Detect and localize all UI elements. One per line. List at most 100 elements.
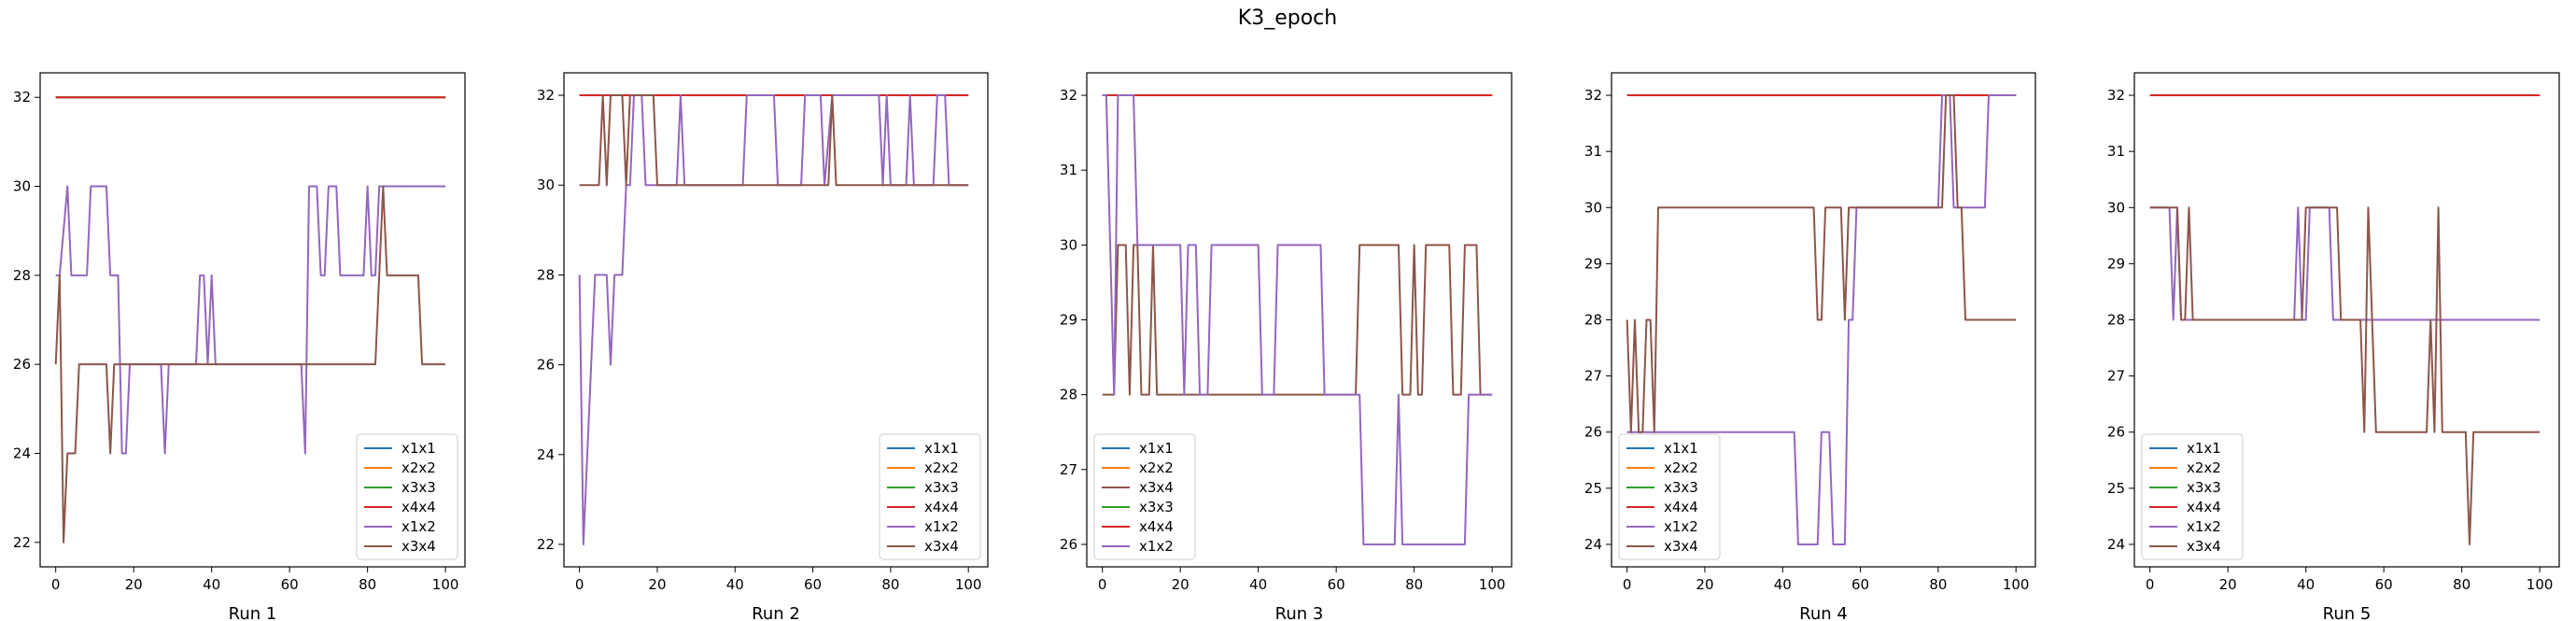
- y-tick-label: 25: [2107, 480, 2125, 497]
- x-axis-label: Run 3: [1275, 604, 1324, 621]
- x-tick-label: 0: [1098, 576, 1107, 593]
- y-tick-label: 26: [1584, 424, 1602, 441]
- y-tick-label: 22: [13, 534, 31, 551]
- y-tick-label: 22: [537, 536, 555, 553]
- x-axis-label: Run 5: [2323, 604, 2372, 621]
- y-tick-label: 32: [537, 87, 555, 104]
- y-tick-label: 28: [2107, 312, 2125, 329]
- legend-label-x3x4: x3x4: [1664, 538, 1698, 555]
- y-tick-label: 28: [1584, 312, 1602, 329]
- legend-box: [1093, 433, 1196, 560]
- y-tick-label: 27: [2107, 368, 2125, 385]
- x-tick-label: 40: [1774, 576, 1792, 593]
- legend-label-x3x3: x3x3: [1139, 499, 1174, 515]
- x-tick-label: 20: [1172, 576, 1189, 593]
- x-tick-label: 20: [2219, 576, 2237, 593]
- y-tick-label: 26: [537, 357, 555, 374]
- series-line-x3x4: [54, 185, 446, 543]
- axes-frame: [563, 72, 989, 568]
- y-tick-label: 26: [1060, 536, 1077, 553]
- legend-label-x3x4: x3x4: [1139, 479, 1174, 496]
- legend-box: [1618, 433, 1721, 560]
- legend-label-x3x4: x3x4: [401, 538, 436, 555]
- y-tick-label: 27: [1584, 368, 1602, 385]
- series-lines: [54, 96, 446, 543]
- series-line-x3x4: [2149, 206, 2541, 545]
- legend-label-x1x2: x1x2: [924, 518, 959, 535]
- y-tick-label: 28: [13, 267, 31, 284]
- y-tick-label: 28: [1060, 387, 1077, 403]
- legend-label-x1x1: x1x1: [1664, 440, 1698, 457]
- subplot-2: 0 20 40 60 80 100 22 24 26 28 30 32 Run 2 x1x1 x2x2 x3x…: [537, 72, 989, 621]
- legend-label-x3x3: x3x3: [924, 479, 959, 496]
- y-tick-label: 30: [537, 176, 555, 193]
- series-line-x1x2: [55, 185, 446, 455]
- axes-frame: [39, 72, 466, 568]
- legend: x1x1 x2x2 x3x4 x3x3 x4x4 x1x2: [1093, 433, 1196, 560]
- y-tick-label: 30: [1060, 236, 1077, 253]
- y-tick-label: 30: [13, 178, 31, 195]
- x-tick-label: 40: [203, 576, 220, 593]
- y-tick-label: 32: [13, 89, 31, 106]
- series-line-x1x2: [578, 94, 969, 545]
- legend-label-x2x2: x2x2: [2187, 459, 2221, 476]
- x-tick-label: 60: [804, 576, 822, 593]
- y-tick-label: 29: [2107, 255, 2125, 272]
- x-tick-label: 20: [1696, 576, 1713, 593]
- x-tick-label: 40: [726, 576, 744, 593]
- y-tick-label: 24: [1584, 536, 1602, 553]
- x-tick-label: 40: [1249, 576, 1267, 593]
- x-tick-label: 60: [1851, 576, 1869, 593]
- y-tick-label: 27: [1060, 461, 1077, 478]
- x-tick-label: 20: [125, 576, 143, 593]
- x-tick-label: 100: [432, 576, 459, 593]
- legend-label-x1x2: x1x2: [2187, 518, 2221, 535]
- x-tick-label: 100: [2003, 576, 2030, 593]
- y-tick-label: 29: [1584, 255, 1602, 272]
- x-tick-label: 80: [1929, 576, 1947, 593]
- y-tick-label: 32: [1060, 87, 1077, 104]
- legend-label-x3x3: x3x3: [1664, 479, 1698, 496]
- x-tick-label: 0: [1623, 576, 1632, 593]
- subplot-1: 0 20 40 60 80 100 22 24 26 28 30 32 Run 1 x1x1 x2x2 x3x…: [13, 72, 466, 621]
- legend-label-x3x4: x3x4: [924, 538, 959, 555]
- x-axis-label: Run 4: [1799, 604, 1848, 621]
- series-lines: [2149, 94, 2541, 545]
- series-line-x3x4: [579, 94, 969, 187]
- subplots: 0 20 40 60 80 100 22 24 26 28 30 32 Run 1 x1x1 x2x2 x3x…: [13, 72, 2560, 621]
- y-tick-label: 24: [537, 446, 555, 463]
- legend-label-x1x1: x1x1: [401, 440, 436, 457]
- x-tick-label: 80: [1405, 576, 1423, 593]
- series-line-x3x4: [1102, 244, 1493, 396]
- legend-box: [2141, 433, 2244, 560]
- y-tick-label: 31: [1060, 162, 1077, 178]
- legend: x1x1 x2x2 x3x3 x4x4 x1x2 x3x4: [2141, 433, 2244, 560]
- x-tick-label: 100: [955, 576, 982, 593]
- legend-label-x4x4: x4x4: [401, 499, 436, 515]
- legend: x1x1 x2x2 x3x3 x4x4 x1x2 x3x4: [1618, 433, 1721, 560]
- legend: x1x1 x2x2 x3x3 x4x4 x1x2 x3x4: [356, 433, 458, 560]
- series-lines: [1626, 94, 2017, 545]
- x-tick-label: 0: [51, 576, 61, 593]
- series-lines: [578, 94, 969, 545]
- legend-label-x4x4: x4x4: [1664, 499, 1698, 515]
- y-tick-label: 31: [1584, 143, 1602, 160]
- x-tick-label: 40: [2297, 576, 2315, 593]
- x-tick-label: 0: [2146, 576, 2155, 593]
- legend-label-x4x4: x4x4: [1139, 518, 1174, 535]
- legend-label-x1x2: x1x2: [1139, 538, 1174, 555]
- y-tick-label: 24: [13, 445, 31, 461]
- x-tick-label: 60: [1328, 576, 1345, 593]
- legend-box: [879, 433, 981, 560]
- legend-label-x2x2: x2x2: [1139, 459, 1174, 476]
- series-lines: [1102, 94, 1493, 545]
- x-axis-label: Run 1: [229, 604, 277, 621]
- x-tick-label: 80: [2453, 576, 2470, 593]
- legend-label-x2x2: x2x2: [924, 459, 959, 476]
- x-axis-label: Run 2: [752, 604, 800, 621]
- legend-label-x1x2: x1x2: [1664, 518, 1698, 535]
- y-tick-label: 30: [2107, 199, 2125, 216]
- legend-label-x4x4: x4x4: [2187, 499, 2221, 515]
